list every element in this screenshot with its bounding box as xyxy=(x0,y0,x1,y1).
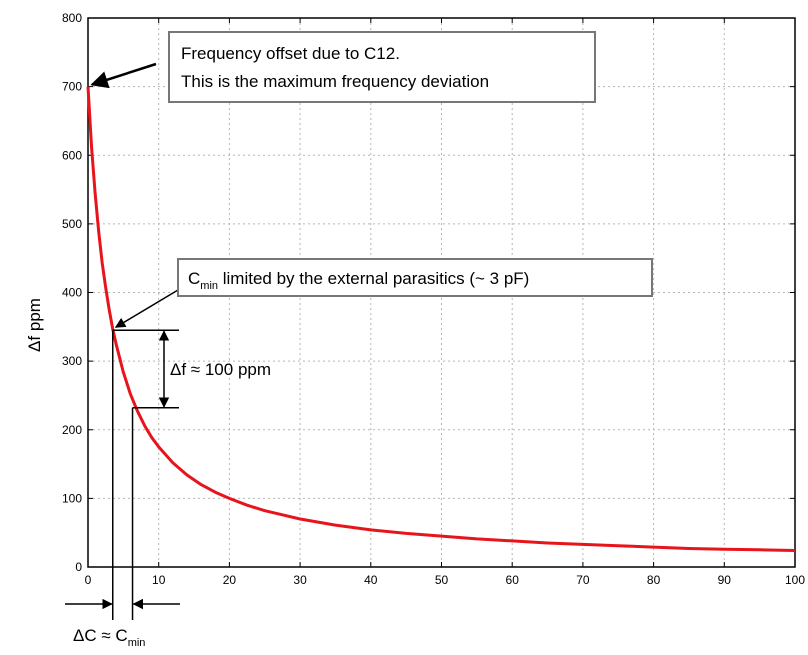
delta-c-label: ΔC ≈ Cmin xyxy=(73,626,145,649)
delta-f-label: Δf ≈ 100 ppm xyxy=(170,360,271,379)
y-tick-label: 300 xyxy=(62,354,82,368)
cmin-box xyxy=(177,258,653,297)
series-line xyxy=(86,86,796,552)
x-tick-label: 90 xyxy=(718,573,732,587)
grid xyxy=(88,18,795,567)
x-tick-label: 0 xyxy=(85,573,92,587)
x-tick-label: 100 xyxy=(785,573,805,587)
y-tick-label: 600 xyxy=(62,148,82,162)
x-tick-label: 40 xyxy=(364,573,378,587)
series-layer xyxy=(86,86,796,552)
y-tick-label: 700 xyxy=(62,80,82,94)
max-offset-text-line1: Frequency offset due to C12. xyxy=(181,44,400,63)
x-tick-label: 50 xyxy=(435,573,449,587)
y-tick-label: 200 xyxy=(62,423,82,437)
x-tick-label: 10 xyxy=(152,573,166,587)
x-tick-label: 80 xyxy=(647,573,661,587)
cmin-arrow xyxy=(114,289,179,328)
x-tick-label: 20 xyxy=(223,573,237,587)
cmin-text-rest: limited by the external parasitics (~ 3 … xyxy=(218,269,529,288)
cmin-text-sub: min xyxy=(200,280,218,292)
max-offset-arrow xyxy=(90,62,157,89)
y-tick-label: 400 xyxy=(62,286,82,300)
x-tick-label: 70 xyxy=(576,573,590,587)
max-offset-text-line2: This is the maximum frequency deviation xyxy=(181,72,489,91)
delta-c-sub: min xyxy=(128,637,146,649)
delta-c-prefix: ΔC ≈ C xyxy=(73,626,128,645)
cmin-text: Cmin limited by the external parasitics … xyxy=(188,269,529,292)
cmin-text-prefix: C xyxy=(188,269,200,288)
y-tick-label: 100 xyxy=(62,491,82,505)
ticks: 0 10 20 30 40 50 60 70 80 90 100 0 100 200 300 400 500 60… xyxy=(62,11,805,587)
annotation-layer xyxy=(65,62,180,620)
y-tick-label: 800 xyxy=(62,11,82,25)
max-offset-box xyxy=(168,31,596,103)
y-axis-label: Δf ppm xyxy=(25,298,44,352)
y-tick-label: 0 xyxy=(75,560,82,574)
x-tick-label: 30 xyxy=(293,573,307,587)
x-tick-label: 60 xyxy=(506,573,520,587)
y-tick-label: 500 xyxy=(62,217,82,231)
